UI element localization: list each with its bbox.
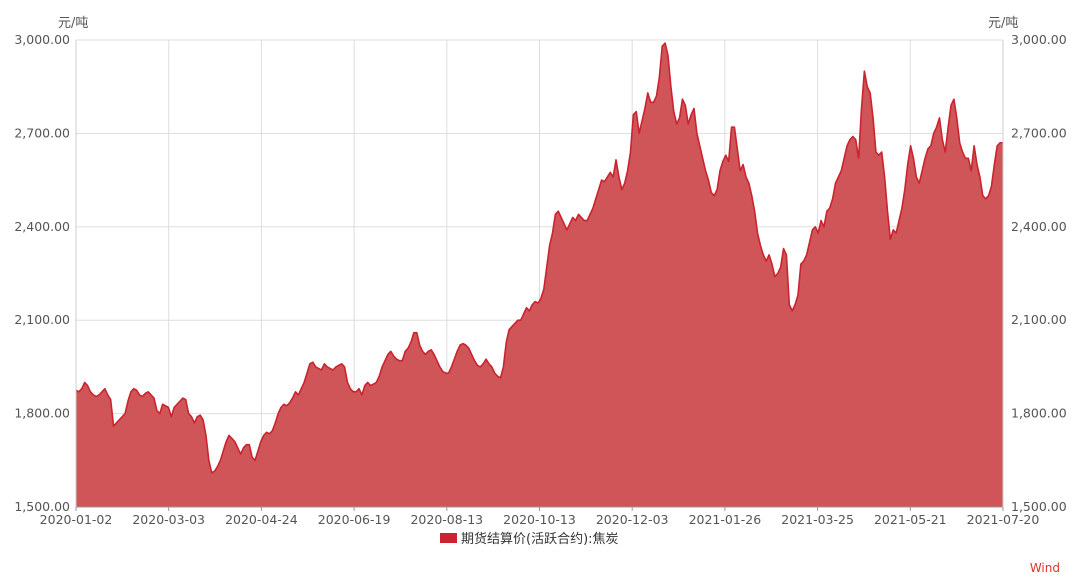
y-tick-label-right: 2,400.00 bbox=[1011, 219, 1067, 234]
series-line[interactable] bbox=[75, 42, 1003, 474]
y-tick-label-right: 2,100.00 bbox=[1011, 312, 1067, 327]
x-tick-label: 2020-06-19 bbox=[318, 512, 391, 527]
y-tick-label-left: 1,500.00 bbox=[14, 499, 70, 514]
x-tick-label: 2020-10-13 bbox=[503, 512, 576, 527]
x-tick-label: 2021-03-25 bbox=[781, 512, 854, 527]
x-tick-label: 2020-03-03 bbox=[132, 512, 205, 527]
axes: 1,500.00 1,500.00 1,800.00 1,800.00 2,100.00… bbox=[14, 32, 1066, 527]
x-tick-label: 2021-07-20 bbox=[967, 512, 1040, 527]
y-tick-label-left: 1,800.00 bbox=[14, 406, 70, 421]
x-tick-label: 2020-01-02 bbox=[40, 512, 113, 527]
y-tick-label-left: 2,700.00 bbox=[14, 125, 70, 140]
legend[interactable]: 期货结算价(活跃合约):焦炭 bbox=[440, 531, 619, 547]
source-watermark: Wind bbox=[1030, 561, 1060, 575]
series-area-layer bbox=[75, 42, 1003, 508]
x-tick-label: 2020-08-13 bbox=[410, 512, 483, 527]
y-tick-label-right: 1,800.00 bbox=[1011, 406, 1067, 421]
legend-swatch bbox=[440, 533, 457, 543]
y-tick-label-right: 3,000.00 bbox=[1011, 32, 1067, 47]
x-tick-label: 2020-12-03 bbox=[596, 512, 669, 527]
y-tick-label-left: 3,000.00 bbox=[14, 32, 70, 47]
y-axis-unit-left: 元/吨 bbox=[58, 16, 88, 31]
y-tick-label-right: 1,500.00 bbox=[1011, 499, 1067, 514]
y-tick-label-left: 2,400.00 bbox=[14, 219, 70, 234]
series-area-fill bbox=[76, 43, 1003, 508]
y-tick-label-left: 2,100.00 bbox=[14, 312, 70, 327]
legend-label: 期货结算价(活跃合约):焦炭 bbox=[461, 531, 619, 547]
x-tick-label: 2020-04-24 bbox=[225, 512, 298, 527]
y-tick-label-right: 2,700.00 bbox=[1011, 125, 1067, 140]
x-tick-label: 2021-05-21 bbox=[874, 512, 947, 527]
y-axis-unit-right: 元/吨 bbox=[988, 16, 1018, 31]
x-tick-label: 2021-01-26 bbox=[689, 512, 762, 527]
